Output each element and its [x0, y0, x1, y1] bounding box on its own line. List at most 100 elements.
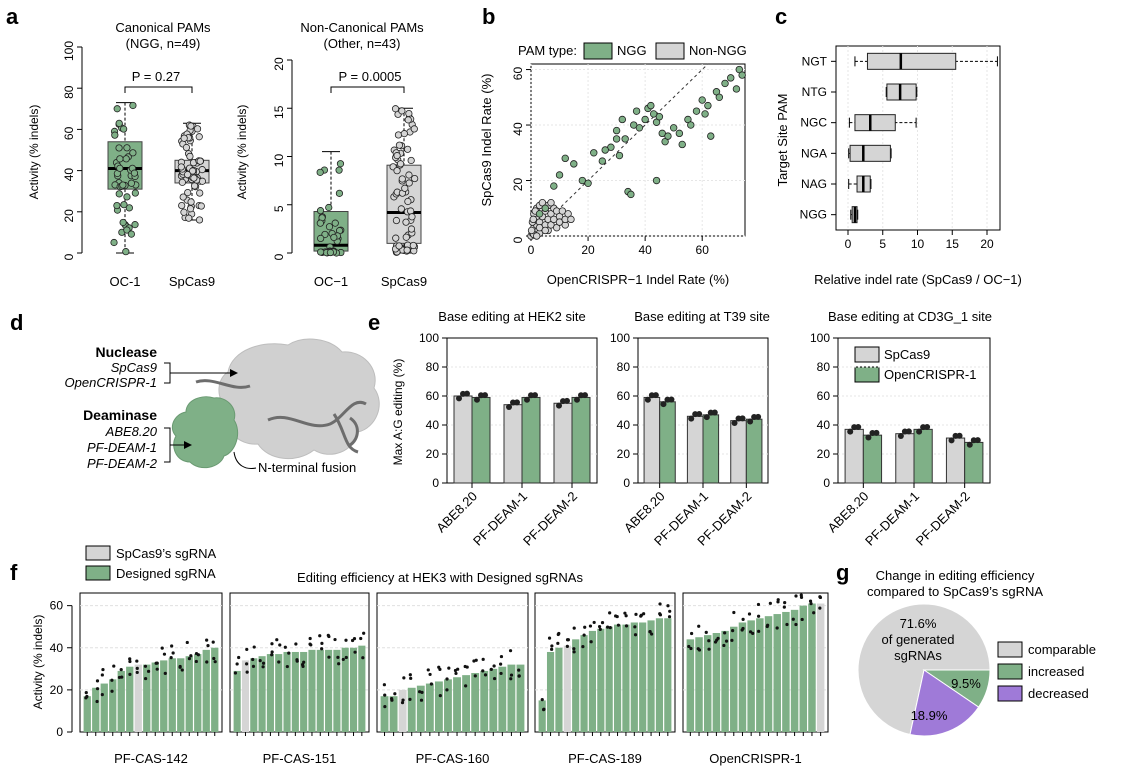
replicate-dot — [252, 645, 256, 649]
fusion-label: N-terminal fusion — [258, 460, 356, 475]
bar-designed-sgrna — [100, 683, 108, 732]
replicate-dot — [688, 415, 695, 422]
replicate-dot — [383, 693, 387, 697]
bar-designed-sgrna — [250, 658, 258, 732]
replicate-dot — [318, 634, 322, 638]
y-tick-label: 40 — [511, 122, 525, 136]
a2-pvalue: P = 0.0005 — [338, 69, 401, 84]
y-tick-label: NTG — [802, 85, 827, 99]
replicate-dot — [320, 641, 324, 645]
x-group-label: PF-CAS-160 — [416, 751, 490, 766]
data-point — [392, 216, 401, 225]
bar-designed-sgrna — [516, 664, 525, 732]
replicate-dot — [550, 644, 554, 648]
replicate-dot — [445, 677, 449, 681]
data-point-ngg — [584, 179, 592, 187]
data-point-ngg — [627, 190, 635, 199]
data-point — [115, 144, 123, 152]
data-point-ngg — [732, 85, 741, 93]
dna-strands — [195, 379, 367, 454]
data-point-ngg — [601, 146, 609, 154]
data-point — [404, 116, 412, 124]
replicate-dot — [463, 664, 467, 669]
replicate-dot — [426, 668, 430, 672]
replicate-dot — [703, 414, 710, 421]
replicate-dot — [509, 677, 513, 681]
y-tick-label: 0 — [62, 253, 76, 260]
replicate-dot — [180, 668, 184, 672]
replicate-dot — [185, 640, 189, 645]
replicate-dot — [333, 637, 337, 642]
b-legend-swatch-nonngg — [655, 42, 685, 60]
data-point — [400, 130, 408, 138]
data-point — [191, 182, 199, 190]
data-point — [179, 193, 187, 201]
x-tick-label: 60 — [696, 243, 710, 257]
replicate-dot — [658, 612, 662, 616]
data-point — [115, 190, 123, 198]
y-tick-label: NGG — [800, 208, 827, 222]
replicate-dot — [648, 630, 652, 634]
pie-slice-comparable — [857, 603, 991, 736]
x-tick-label: ABE8.20 — [433, 489, 480, 536]
bar-designed-sgrna — [498, 666, 507, 732]
data-point — [407, 156, 415, 165]
replicate-dot — [524, 396, 530, 403]
replicate-dot — [110, 678, 114, 682]
replicate-dot — [785, 622, 789, 627]
replicate-dot — [818, 606, 822, 610]
replicate-dot — [438, 667, 442, 671]
replicate-dot — [119, 668, 123, 672]
panel-label-c: c — [775, 4, 787, 29]
x-tick-label: 20 — [980, 237, 994, 251]
replicate-dot — [757, 629, 761, 633]
bar-designed-sgrna — [126, 666, 134, 732]
data-point — [183, 170, 192, 179]
replicate-dot — [447, 666, 451, 670]
data-point-ngg — [555, 171, 564, 179]
replicate-dot — [135, 670, 139, 675]
y-tick-label: 15 — [272, 105, 286, 119]
replicate-dot — [84, 690, 88, 695]
data-point-non-ngg — [527, 226, 536, 235]
bar-designed-sgrna — [790, 609, 799, 732]
y-tick-label: 80 — [62, 85, 76, 99]
plot-frame — [79, 592, 223, 733]
pie-center-line-2: sgRNAs — [894, 648, 942, 663]
x-group-label: OpenCRISPR-1 — [709, 751, 801, 766]
box — [849, 144, 891, 162]
x-tick-label: 10 — [911, 237, 925, 251]
data-point-ngg — [738, 71, 746, 79]
bar-opencrispr1 — [702, 414, 720, 484]
data-point — [403, 246, 411, 254]
replicate-dot — [352, 637, 357, 641]
replicate-dot — [966, 441, 973, 448]
replicate-dot — [429, 682, 434, 686]
replicate-dot — [237, 655, 241, 660]
replicate-dot — [606, 625, 610, 629]
bar-opencrispr1 — [862, 434, 883, 484]
bar-opencrispr1 — [659, 401, 676, 484]
replicate-dot — [95, 687, 100, 691]
replicate-dot — [532, 392, 538, 399]
replicate-dot — [402, 676, 406, 680]
bar-designed-sgrna — [151, 662, 159, 732]
data-point — [396, 160, 405, 168]
replicate-dot — [155, 667, 159, 671]
replicate-dot — [206, 644, 210, 648]
data-point — [402, 233, 410, 241]
data-point — [407, 225, 416, 233]
data-point — [411, 174, 419, 183]
replicate-dot — [704, 630, 708, 634]
data-point — [392, 234, 400, 242]
pie-center-line-1: of generated — [881, 632, 954, 647]
data-point — [197, 202, 205, 210]
replicate-dot — [642, 612, 646, 616]
b-legend-ngg: NGG — [617, 43, 647, 58]
data-point — [130, 169, 139, 177]
replicate-dot — [473, 674, 477, 678]
data-point — [186, 205, 195, 213]
replicate-dot — [205, 660, 209, 664]
replicate-dot — [353, 650, 357, 654]
